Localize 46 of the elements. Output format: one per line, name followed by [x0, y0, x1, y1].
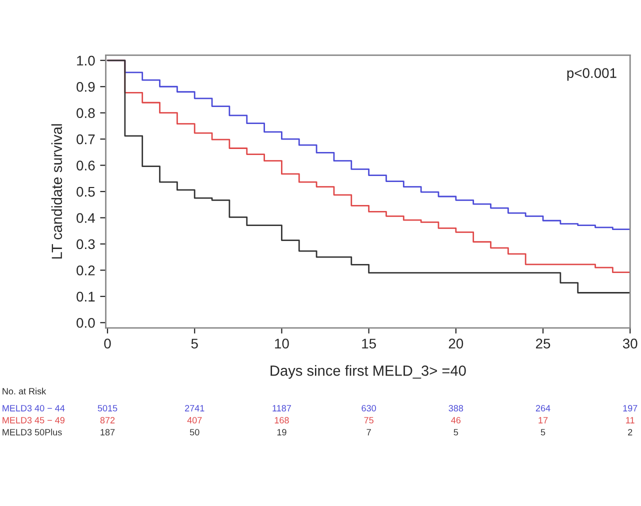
x-tick-label: 5: [191, 338, 198, 349]
y-tick-label: 0.0: [76, 318, 95, 328]
y-tick-label: 0.5: [76, 186, 95, 197]
text: 17: [538, 417, 548, 424]
y-tick-label: 0.9: [76, 82, 95, 92]
x-tick-label: 15: [362, 338, 376, 349]
x-tick-label: 30: [622, 338, 638, 349]
text: 46: [451, 417, 461, 424]
text: 264: [536, 405, 550, 412]
y-tick-label: 1.0: [77, 56, 95, 66]
y-tick-label: 0.8: [76, 108, 95, 118]
text: 872: [100, 417, 115, 424]
y-tick-label: 0.2: [76, 266, 95, 276]
y-tick-label: 0.4: [76, 213, 95, 223]
x-tick-label: 0: [104, 338, 111, 349]
text: 407: [187, 417, 202, 424]
text: 197: [623, 405, 638, 412]
x-axis-title: Days since first MELD_3> =40: [270, 365, 466, 379]
text: MELD3 45 − 49: [2, 417, 64, 424]
text: 187: [100, 429, 115, 436]
y-tick-label: 0.6: [76, 160, 95, 170]
text: 5: [454, 429, 458, 436]
text: MELD3 50Plus: [2, 428, 62, 436]
text: 630: [362, 405, 376, 412]
text: 19: [277, 429, 286, 436]
y-tick-label: 0.1: [76, 292, 95, 302]
text: 50: [190, 429, 200, 436]
text: 5015: [98, 405, 118, 412]
text: MELD3 40 − 44: [2, 405, 65, 412]
x-tick-label: 25: [536, 338, 550, 349]
y-tick-label: 0.3: [76, 239, 95, 250]
text: 2: [628, 429, 632, 436]
x-tick-label: 20: [448, 338, 464, 349]
text: 7: [366, 429, 371, 436]
text: 11: [626, 417, 634, 424]
text: 388: [448, 405, 464, 412]
y-axis-title: LT candidate survival: [51, 124, 62, 259]
text: 75: [364, 417, 374, 424]
text: 2741: [185, 405, 204, 412]
text: No. at Risk: [2, 388, 46, 394]
annotation: p<0.001: [567, 68, 616, 81]
text: 1187: [272, 405, 291, 412]
text: 5: [540, 429, 546, 436]
y-tick-label: 0.7: [76, 134, 95, 144]
text: 168: [274, 417, 289, 424]
x-tick-label: 10: [275, 338, 289, 349]
